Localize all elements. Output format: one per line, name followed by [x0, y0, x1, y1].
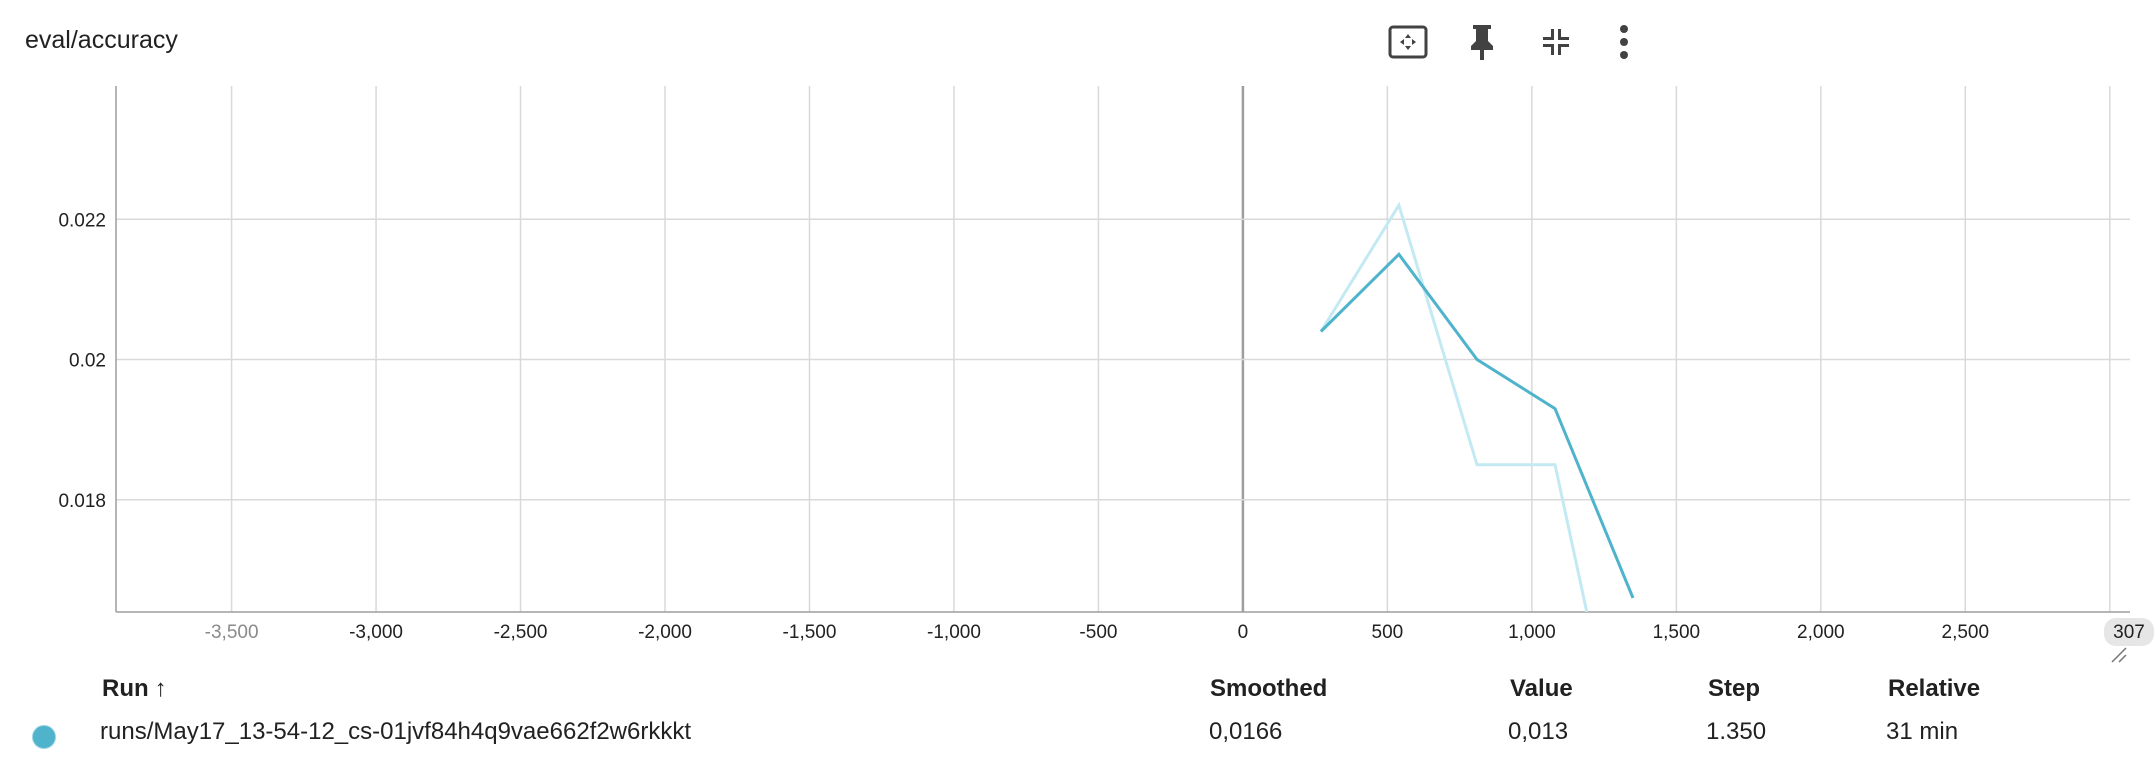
- relative-column-header[interactable]: Relative: [1888, 675, 1981, 702]
- x-tick-label: -3,000: [349, 622, 403, 643]
- smoothed-column-header[interactable]: Smoothed: [1210, 675, 1328, 702]
- line-chart[interactable]: -3,500 -3,000 -2,500 -2,000 -1,500 -1,000 -500…: [0, 0, 2156, 665]
- more-options-button[interactable]: [1598, 16, 1650, 68]
- run-column-header[interactable]: Run ↑: [102, 675, 167, 703]
- chart-series: [1319, 201, 1635, 612]
- relative-time: 31 min: [1886, 718, 1959, 745]
- fit-to-data-button[interactable]: [1382, 16, 1434, 68]
- fit-to-data-icon: [1388, 24, 1428, 60]
- pin-button[interactable]: [1456, 16, 1508, 68]
- chart-grid: [116, 86, 2130, 612]
- chart-axes: [115, 86, 2130, 613]
- x-tick-label: -500: [1079, 622, 1117, 643]
- y-tick-label: 0.018: [58, 491, 106, 512]
- resize-handle[interactable]: [2111, 647, 2127, 663]
- x-tick-label: -1,000: [927, 622, 981, 643]
- x-tick-label: 500: [1372, 622, 1404, 643]
- x-tick-label: 0: [1238, 622, 1249, 643]
- x-edge-badge: [2104, 618, 2154, 646]
- chart-title: eval/accuracy: [25, 26, 178, 54]
- resize-handle-line: [2111, 647, 2127, 663]
- smoothed-series-line: [1319, 252, 1635, 599]
- resize-handle-line: [2118, 654, 2127, 663]
- sort-ascending-icon: ↑: [154, 675, 167, 702]
- x-tick-label: 1,000: [1508, 622, 1556, 643]
- x-tick-label: 2,500: [1942, 622, 1990, 643]
- chart-tick-labels: -3,500 -3,000 -2,500 -2,000 -1,500 -1,000 -500…: [58, 210, 2154, 646]
- run-name: runs/May17_13-54-12_cs-01jvf84h4q9vae662…: [100, 718, 692, 745]
- step-column-header[interactable]: Step: [1708, 675, 1761, 702]
- more-vert-icon: [1619, 25, 1629, 59]
- x-edge-label: 307: [2113, 622, 2145, 643]
- x-tick-label: -1,500: [783, 622, 837, 643]
- x-tick-label: -2,000: [638, 622, 692, 643]
- x-tick-label: -3,500: [205, 622, 259, 643]
- y-tick-label: 0.022: [58, 210, 106, 231]
- raw-value: 0,013: [1508, 718, 1569, 745]
- pin-icon: [1467, 22, 1497, 62]
- x-tick-label: 2,000: [1797, 622, 1845, 643]
- raw-series-line: [1319, 201, 1589, 612]
- y-tick-label: 0.02: [69, 351, 106, 372]
- x-tick-label: -2,500: [494, 622, 548, 643]
- run-header-label: Run: [102, 675, 149, 702]
- x-tick-label: 1,500: [1653, 622, 1701, 643]
- smoothed-value: 0,0166: [1209, 718, 1283, 745]
- step-value: 1.350: [1706, 718, 1767, 745]
- run-color-swatch[interactable]: [32, 725, 56, 749]
- value-column-header[interactable]: Value: [1510, 675, 1573, 702]
